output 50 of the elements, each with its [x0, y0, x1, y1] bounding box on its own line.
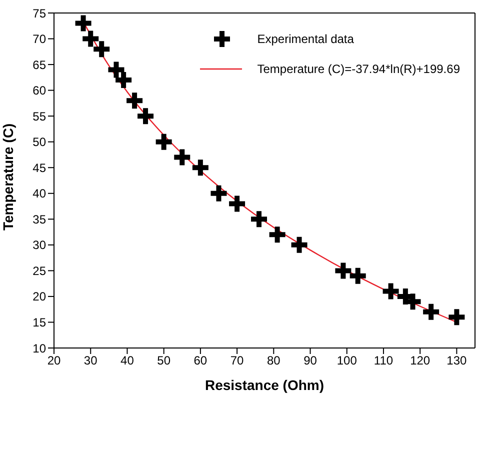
y-tick-label: 70	[32, 32, 46, 46]
x-tick-label: 40	[120, 354, 134, 368]
y-tick-label: 55	[32, 109, 46, 124]
y-tick-label: 45	[32, 160, 46, 175]
y-tick-label: 75	[32, 6, 46, 20]
y-tick-label: 50	[32, 135, 46, 150]
x-tick-label: 50	[157, 354, 171, 368]
point	[126, 92, 143, 109]
x-tick-label: 120	[410, 354, 430, 368]
point	[174, 149, 190, 166]
point	[82, 30, 99, 47]
y-tick-label: 30	[32, 238, 46, 252]
point	[156, 134, 172, 150]
y-tick-label: 65	[32, 58, 46, 72]
x-tick-label: 110	[374, 354, 394, 368]
y-tick-label: 15	[32, 315, 46, 330]
y-tick-label: 35	[32, 212, 46, 226]
y-tick-label: 20	[32, 290, 46, 304]
x-tick-label: 70	[230, 354, 244, 368]
point	[108, 62, 124, 78]
x-tick-label: 80	[266, 354, 281, 368]
point	[350, 268, 366, 284]
y-axis-title: Temperature (C)	[0, 123, 16, 230]
x-tick-label: 90	[304, 354, 318, 368]
y-tick-label: 25	[32, 264, 46, 278]
point	[251, 211, 268, 228]
point	[94, 41, 110, 58]
point	[382, 283, 399, 300]
y-tick-label: 60	[32, 84, 46, 98]
legend-label: Experimental data	[257, 32, 354, 46]
point	[192, 160, 208, 176]
x-tick-label: 60	[194, 354, 208, 368]
point	[75, 15, 92, 32]
x-tick-label: 20	[47, 354, 61, 368]
y-tick-label: 40	[32, 186, 46, 201]
point	[423, 304, 440, 320]
point	[335, 262, 352, 279]
point	[229, 196, 246, 212]
point	[291, 236, 308, 253]
point	[269, 226, 286, 243]
x-axis-title: Resistance (Ohm)	[204, 377, 324, 393]
x-tick-label: 130	[446, 354, 468, 368]
x-tick-label: 30	[84, 354, 98, 368]
point	[210, 185, 227, 202]
legend-label: Temperature (C)=-37.94*ln(R)+199.69	[257, 62, 460, 76]
point	[448, 309, 465, 326]
point	[116, 72, 132, 88]
x-tick-label: 100	[336, 354, 358, 368]
point	[138, 108, 154, 124]
y-tick-label: 10	[32, 341, 46, 356]
